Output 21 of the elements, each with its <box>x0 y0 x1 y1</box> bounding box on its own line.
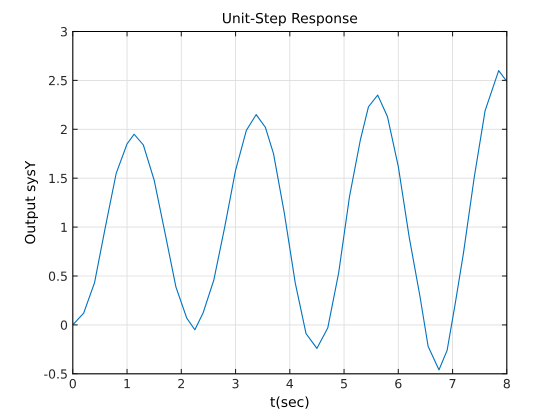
x-axis-title: t(sec) <box>270 396 308 409</box>
y-tick-label: 1.5 <box>49 174 67 184</box>
x-tick-label: 1 <box>124 379 130 388</box>
y-tick-label: 0 <box>60 320 68 330</box>
x-tick-label: 3 <box>232 378 239 388</box>
y-tick-label: 2.5 <box>48 76 67 86</box>
y-axis-title: Output sysY <box>24 160 38 244</box>
y-tick-label: 3 <box>60 26 67 36</box>
x-tick-label: 4 <box>286 379 294 388</box>
x-tick-label: 5 <box>341 379 347 388</box>
y-tick-label: -0.5 <box>44 369 67 379</box>
chart-title: Unit-Step Response <box>222 12 358 26</box>
x-tick-label: 2 <box>178 378 184 388</box>
x-tick-label: 8 <box>504 378 510 388</box>
line-series <box>72 70 507 370</box>
y-tick-label: 2 <box>60 124 67 134</box>
y-tick-label: 1 <box>61 222 67 232</box>
x-tick-label: 6 <box>395 378 402 388</box>
y-tick-label: 0.5 <box>48 271 67 281</box>
x-tick-label: 7 <box>450 379 456 388</box>
x-tick-label: 0 <box>70 378 76 388</box>
